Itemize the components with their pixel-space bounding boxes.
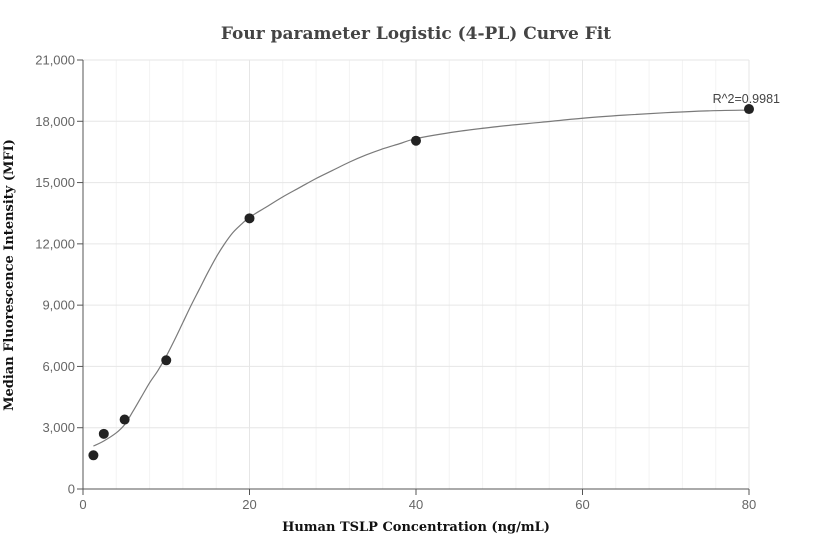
- x-tick-label: 0: [79, 497, 86, 512]
- y-tick-label: 18,000: [35, 114, 75, 129]
- data-point: [98, 428, 109, 439]
- y-tick-label: 21,000: [35, 53, 75, 68]
- y-tick-label: 15,000: [35, 175, 75, 190]
- y-tick-label: 3,000: [42, 420, 75, 435]
- y-tick-label: 6,000: [42, 359, 75, 374]
- major-gridlines: [83, 59, 750, 489]
- x-tick-label: 60: [575, 497, 589, 512]
- y-axis-label: Median Fluorescence Intensity (MFI): [2, 139, 17, 411]
- y-tick-label: 9,000: [42, 298, 75, 313]
- r-squared-annotation: R^2=0.9981: [713, 92, 780, 106]
- data-point: [744, 104, 754, 115]
- data-point: [88, 450, 99, 461]
- y-tick-label: 0: [68, 482, 75, 497]
- x-tick-label: 80: [742, 497, 756, 512]
- minor-gridlines-x: [115, 60, 717, 489]
- data-points: [88, 104, 754, 461]
- data-point: [161, 355, 172, 366]
- y-axis-ticks: 0 3,000 6,000 9,000 12,000 15,000 18,000 21,000: [35, 53, 83, 497]
- chart-title: Four parameter Logistic (4-PL) Curve Fit: [221, 24, 611, 44]
- x-axis-ticks: 0 20 40 60 80: [79, 489, 756, 512]
- data-point: [244, 213, 255, 224]
- y-tick-label: 12,000: [35, 236, 75, 251]
- x-axis-label: Human TSLP Concentration (ng/mL): [282, 520, 550, 535]
- fit-curve: [93, 109, 750, 447]
- data-point: [119, 414, 130, 425]
- x-tick-label: 40: [409, 497, 423, 512]
- x-tick-label: 20: [242, 497, 256, 512]
- data-point: [411, 135, 421, 146]
